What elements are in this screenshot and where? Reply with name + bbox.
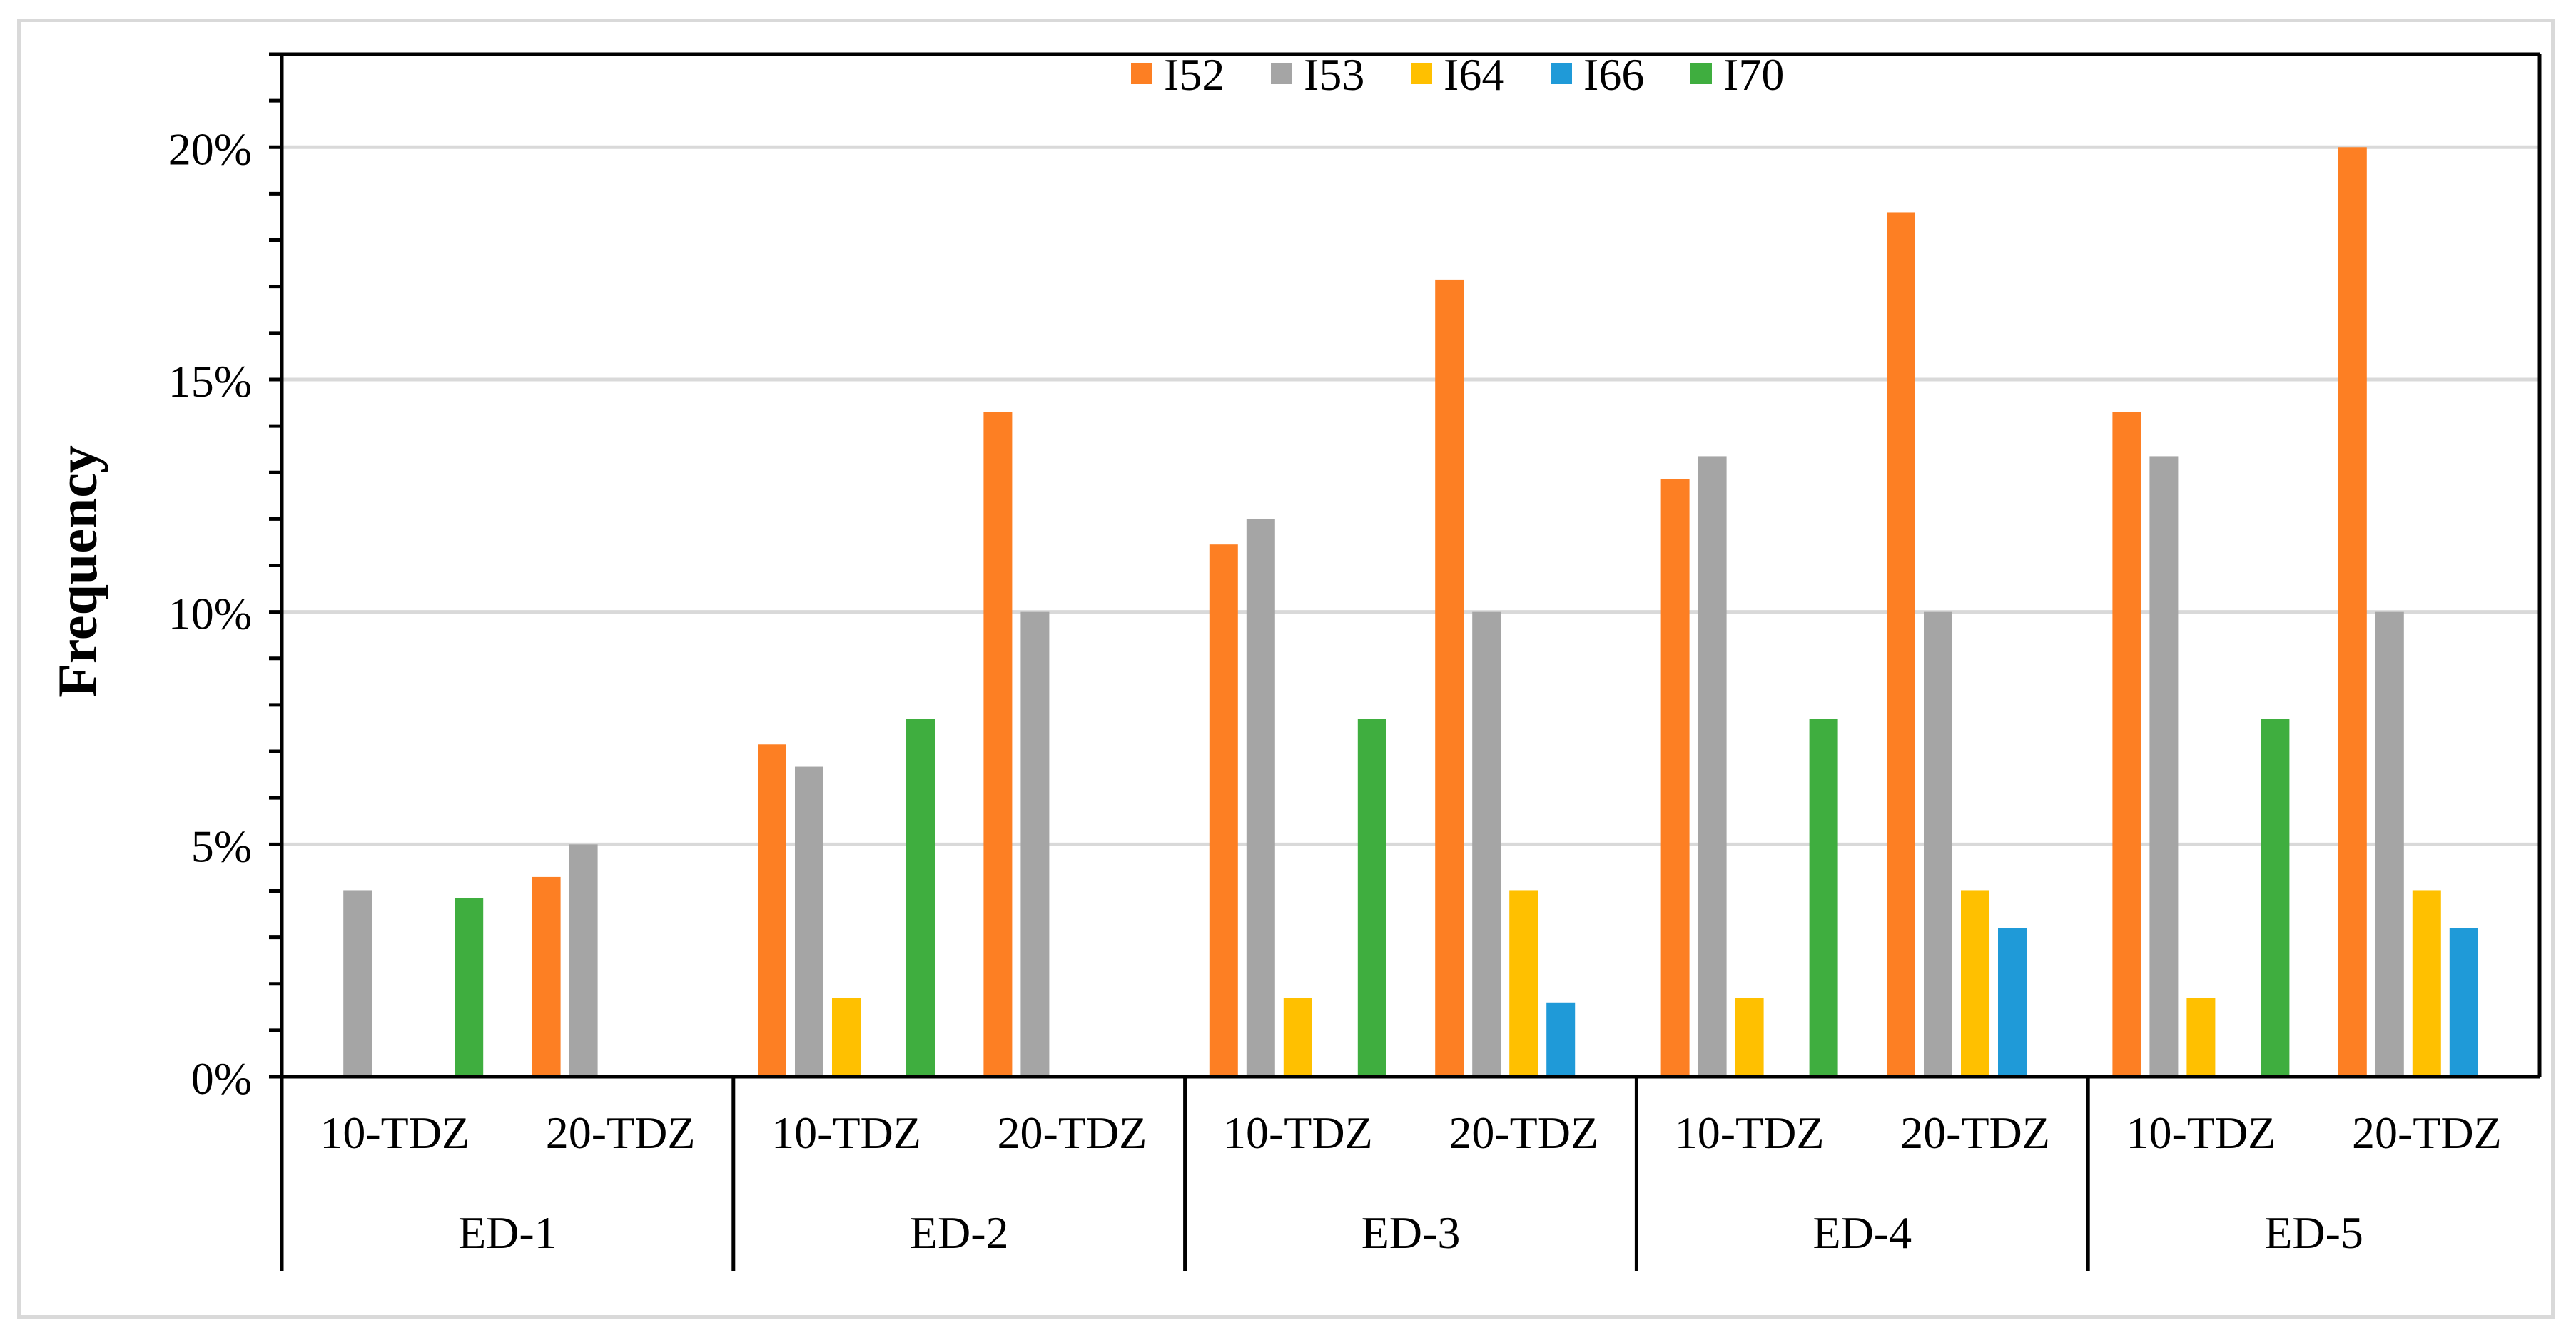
bar-I64 xyxy=(2412,890,2441,1077)
legend-swatch-I66 xyxy=(1551,63,1572,84)
legend-label: I70 xyxy=(1723,49,1784,100)
legend-swatch-I70 xyxy=(1690,63,1712,84)
legend-label: I52 xyxy=(1164,49,1224,100)
bar-I52 xyxy=(532,876,561,1077)
x-subgroup-label: 20-TDZ xyxy=(1449,1107,1598,1158)
bars xyxy=(343,147,2478,1077)
bar-I53 xyxy=(1698,456,1727,1077)
x-group-label: ED-4 xyxy=(1812,1207,1912,1258)
bar-I64 xyxy=(1283,998,1312,1077)
bar-I70 xyxy=(2261,719,2290,1077)
bar-I52 xyxy=(758,744,786,1077)
bar-I52 xyxy=(1660,479,1690,1077)
x-subgroup-label: 10-TDZ xyxy=(1675,1107,1825,1158)
bar-I52 xyxy=(1209,544,1238,1077)
x-subgroup-label: 20-TDZ xyxy=(2352,1107,2502,1158)
bar-I66 xyxy=(2449,928,2478,1077)
bar-I64 xyxy=(2186,998,2216,1077)
bar-I52 xyxy=(2338,147,2367,1077)
bar-I52 xyxy=(983,412,1013,1077)
bar-I53 xyxy=(2149,456,2179,1077)
y-tick-label: 10% xyxy=(168,589,252,639)
bar-I70 xyxy=(906,719,935,1077)
bar-I70 xyxy=(455,898,484,1077)
x-subgroup-label: 10-TDZ xyxy=(1223,1107,1373,1158)
bar-I52 xyxy=(2112,412,2141,1077)
legend-label: I66 xyxy=(1583,49,1644,100)
x-group-label: ED-3 xyxy=(1361,1207,1461,1258)
bar-chart: 0%5%10%15%20% 10-TDZ 20-TDZ 10-TDZ 20-TDZ 10… xyxy=(46,49,2542,1271)
y-tick-label: 5% xyxy=(191,821,252,871)
x-subgroup-label: 10-TDZ xyxy=(771,1107,921,1158)
bar-I52 xyxy=(1435,279,1464,1077)
bar-I53 xyxy=(343,890,372,1077)
bar-I70 xyxy=(1357,719,1386,1077)
x-subgroup-label: 20-TDZ xyxy=(1900,1107,2050,1158)
x-subgroup-label: 10-TDZ xyxy=(320,1107,470,1158)
bar-I53 xyxy=(1020,611,1050,1077)
x-axis-labels: 10-TDZ 20-TDZ 10-TDZ 20-TDZ 10-TDZ 20-TDZ 10-T… xyxy=(320,1107,2501,1258)
bar-I64 xyxy=(1509,890,1538,1077)
y-axis-title: Frequency xyxy=(46,445,108,698)
x-group-label: ED-5 xyxy=(2264,1207,2363,1258)
bar-I66 xyxy=(1998,928,2027,1077)
x-subgroup-label: 10-TDZ xyxy=(2126,1107,2276,1158)
bar-I70 xyxy=(1809,719,1838,1077)
legend-label: I53 xyxy=(1304,49,1364,100)
bar-I53 xyxy=(795,766,823,1077)
bar-I53 xyxy=(1472,611,1501,1077)
chart-frame: 0% 5% 10% 15% 20% 10-TDZ 20-TDZ 10-TDZ 20-TDZ 10… xyxy=(17,19,2555,1319)
bar-I53 xyxy=(2375,611,2404,1077)
bar-I52 xyxy=(1887,212,1915,1077)
bar-I53 xyxy=(1246,519,1275,1077)
bar-I64 xyxy=(832,998,861,1077)
bar-I66 xyxy=(1546,1002,1576,1077)
y-tick-label: 0% xyxy=(191,1053,252,1104)
bar-I64 xyxy=(1735,998,1764,1077)
legend-swatch-I53 xyxy=(1271,63,1292,84)
x-subgroup-label: 20-TDZ xyxy=(998,1107,1147,1158)
gridlines xyxy=(282,145,2540,846)
legend: I52 I53 I64 I66 I70 xyxy=(1131,49,1784,100)
x-group-label: ED-1 xyxy=(458,1207,557,1258)
x-group-label: ED-2 xyxy=(910,1207,1009,1258)
y-tick-labels: 0% 5% 10% 15% 20% xyxy=(168,123,252,1104)
axes xyxy=(269,52,2542,1271)
bar-I53 xyxy=(1924,611,1952,1077)
legend-swatch-I64 xyxy=(1411,63,1432,84)
legend-swatch-I52 xyxy=(1131,63,1152,84)
x-subgroup-label: 20-TDZ xyxy=(546,1107,696,1158)
y-tick-label: 20% xyxy=(168,123,252,174)
legend-label: I64 xyxy=(1444,49,1504,100)
bar-I53 xyxy=(569,844,598,1077)
y-tick-label: 15% xyxy=(168,356,252,407)
bar-I64 xyxy=(1961,890,1989,1077)
